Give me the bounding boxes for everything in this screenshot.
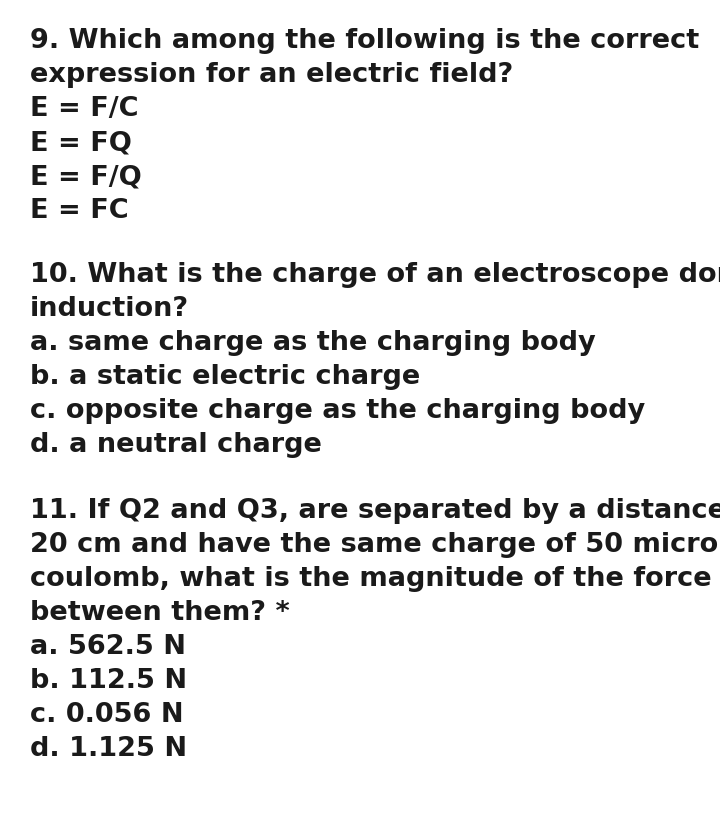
Text: 10. What is the charge of an electroscope done by: 10. What is the charge of an electroscop… [30,262,720,288]
Text: d. a neutral charge: d. a neutral charge [30,432,322,458]
Text: 9. Which among the following is the correct: 9. Which among the following is the corr… [30,28,699,54]
Text: induction?: induction? [30,296,189,322]
Text: E = F/C: E = F/C [30,96,138,122]
Text: 11. If Q2 and Q3, are separated by a distance of: 11. If Q2 and Q3, are separated by a dis… [30,498,720,524]
Text: b. 112.5 N: b. 112.5 N [30,668,187,694]
Text: E = F/Q: E = F/Q [30,164,142,190]
Text: expression for an electric field?: expression for an electric field? [30,62,513,88]
Text: a. same charge as the charging body: a. same charge as the charging body [30,330,595,356]
Text: coulomb, what is the magnitude of the force: coulomb, what is the magnitude of the fo… [30,566,711,592]
Text: c. 0.056 N: c. 0.056 N [30,702,184,728]
Text: c. opposite charge as the charging body: c. opposite charge as the charging body [30,398,645,424]
Text: b. a static electric charge: b. a static electric charge [30,364,420,390]
Text: a. 562.5 N: a. 562.5 N [30,634,186,660]
Text: 20 cm and have the same charge of 50 micro: 20 cm and have the same charge of 50 mic… [30,532,719,558]
Text: E = FQ: E = FQ [30,130,132,156]
Text: d. 1.125 N: d. 1.125 N [30,736,187,762]
Text: E = FC: E = FC [30,198,129,224]
Text: between them? *: between them? * [30,600,289,626]
